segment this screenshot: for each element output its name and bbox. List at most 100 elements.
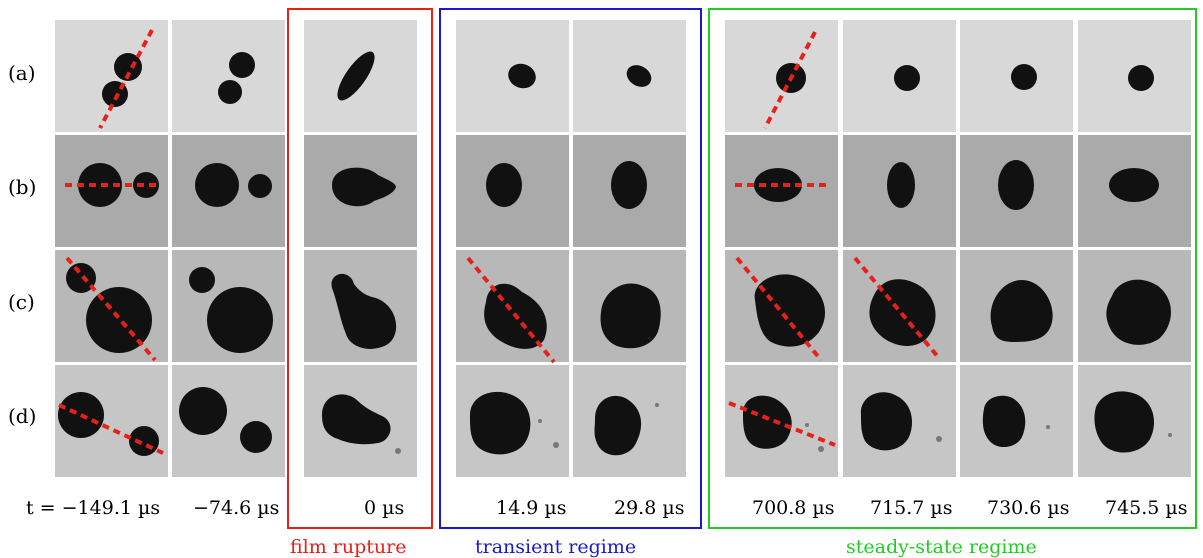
film-rupture-caption: film rupture bbox=[290, 536, 407, 558]
row-label-b: (b) bbox=[8, 175, 36, 199]
panel-c-2 bbox=[172, 250, 285, 362]
droplet bbox=[332, 167, 396, 207]
image-panels bbox=[55, 20, 1191, 477]
panel-a-9 bbox=[1078, 20, 1191, 132]
steady-frame bbox=[708, 8, 1197, 529]
rupture-frame bbox=[287, 8, 433, 529]
droplet bbox=[743, 395, 792, 449]
droplet bbox=[129, 426, 159, 456]
droplet bbox=[626, 65, 652, 87]
panel-a-6 bbox=[725, 20, 838, 132]
droplet bbox=[66, 263, 96, 293]
time-label-col3: 0 µs bbox=[364, 497, 404, 519]
panel-d-3 bbox=[304, 365, 417, 477]
axis-marker-line bbox=[466, 256, 556, 364]
panel-a-1 bbox=[55, 20, 168, 132]
droplet bbox=[331, 273, 397, 349]
panel-d-6 bbox=[725, 365, 838, 477]
panel-a-5 bbox=[573, 20, 686, 132]
transient-regime-caption: transient regime bbox=[475, 536, 636, 558]
steady-state-regime-caption: steady-state regime bbox=[846, 536, 1037, 558]
droplet bbox=[1106, 279, 1171, 345]
panel-c-7 bbox=[843, 250, 956, 362]
panel-b-7 bbox=[843, 135, 956, 247]
panel-b-1 bbox=[55, 135, 168, 247]
axis-marker-line bbox=[763, 31, 817, 129]
panel-c-6 bbox=[725, 250, 838, 362]
panel-b-8 bbox=[960, 135, 1073, 247]
droplet bbox=[860, 392, 913, 451]
droplet bbox=[1011, 64, 1037, 90]
row-label-d: (d) bbox=[8, 404, 36, 428]
time-label-col8: 730.6 µs bbox=[987, 497, 1070, 519]
droplet bbox=[240, 421, 272, 453]
droplet bbox=[179, 387, 227, 435]
droplet bbox=[887, 162, 915, 208]
panel-d-7 bbox=[843, 365, 956, 477]
panel-a-8 bbox=[960, 20, 1073, 132]
panel-c-5 bbox=[573, 250, 686, 362]
droplet bbox=[754, 168, 802, 202]
panel-d-4 bbox=[456, 365, 569, 477]
panel-a-7 bbox=[843, 20, 956, 132]
time-label-col7: 715.7 µs bbox=[870, 497, 953, 519]
axis-marker-line bbox=[853, 256, 941, 360]
panel-a-2 bbox=[172, 20, 285, 132]
time-label-col6: 700.8 µs bbox=[752, 497, 835, 519]
panel-b-2 bbox=[172, 135, 285, 247]
panel-a-4 bbox=[456, 20, 569, 132]
panel-b-5 bbox=[573, 135, 686, 247]
droplet bbox=[133, 172, 159, 198]
axis-marker-line bbox=[98, 29, 154, 129]
droplet bbox=[114, 53, 142, 81]
droplet bbox=[337, 51, 375, 101]
panel-c-8 bbox=[960, 250, 1073, 362]
droplet bbox=[229, 52, 255, 78]
transient-frame bbox=[439, 8, 702, 529]
panel-b-6 bbox=[725, 135, 838, 247]
panel-d-1 bbox=[55, 365, 168, 477]
time-label-col4: 14.9 µs bbox=[496, 497, 566, 519]
regime-frames bbox=[287, 8, 1197, 529]
droplet bbox=[982, 395, 1026, 448]
panel-c-1 bbox=[55, 250, 168, 362]
panel-a-3 bbox=[304, 20, 417, 132]
droplet bbox=[594, 395, 642, 456]
axis-marker-line bbox=[735, 256, 823, 362]
droplet bbox=[322, 394, 391, 445]
droplet bbox=[78, 163, 122, 207]
row-label-c: (c) bbox=[8, 290, 35, 314]
droplet bbox=[218, 80, 242, 104]
droplet bbox=[754, 274, 825, 347]
droplet bbox=[486, 163, 522, 207]
droplet bbox=[189, 267, 215, 293]
droplet bbox=[207, 287, 273, 353]
time-label-col5: 29.8 µs bbox=[614, 497, 684, 519]
droplet bbox=[998, 160, 1034, 210]
panel-d-5 bbox=[573, 365, 686, 477]
droplet bbox=[990, 280, 1053, 342]
panel-c-4 bbox=[456, 250, 569, 364]
droplet bbox=[1128, 65, 1154, 91]
panel-d-8 bbox=[960, 365, 1073, 477]
droplet bbox=[195, 163, 239, 207]
droplet bbox=[1109, 168, 1159, 202]
droplet bbox=[508, 63, 536, 89]
droplet bbox=[1094, 391, 1154, 453]
panel-b-4 bbox=[456, 135, 569, 247]
droplet bbox=[86, 287, 152, 353]
panel-c-9 bbox=[1078, 250, 1191, 362]
time-label-col2: −74.6 µs bbox=[193, 497, 279, 519]
panel-b-9 bbox=[1078, 135, 1191, 247]
droplet bbox=[470, 391, 531, 455]
time-label-col1: t = −149.1 µs bbox=[26, 497, 160, 519]
panel-d-2 bbox=[172, 365, 285, 477]
droplet bbox=[248, 174, 272, 198]
panel-c-3 bbox=[304, 250, 417, 362]
time-label-col9: 745.5 µs bbox=[1105, 497, 1188, 519]
axis-marker-line bbox=[65, 256, 157, 362]
droplet bbox=[600, 283, 661, 349]
droplet bbox=[894, 65, 920, 91]
panel-d-9 bbox=[1078, 365, 1191, 477]
